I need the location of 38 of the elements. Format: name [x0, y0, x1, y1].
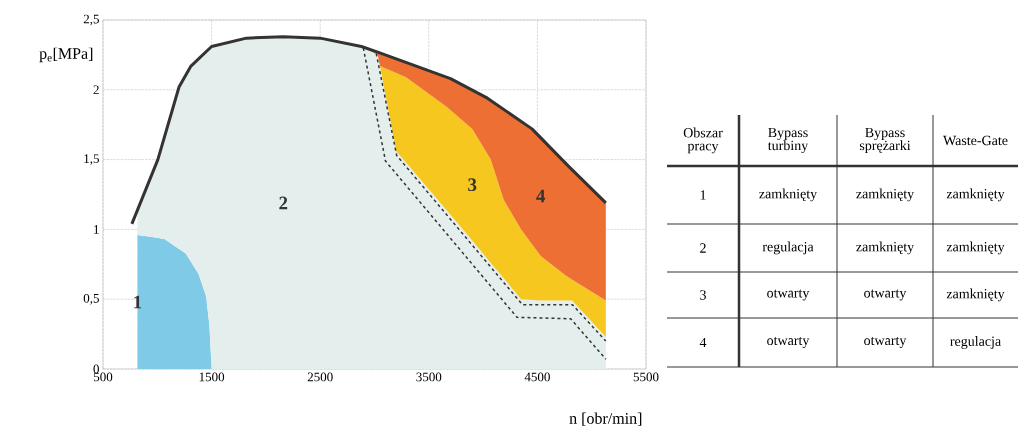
text: zamknięty: [946, 241, 1005, 255]
y-tick-label: 1,5: [84, 154, 99, 165]
y-tick-label: 2,5: [83, 14, 99, 26]
text: Bypass turbiny: [767, 127, 809, 154]
text: Bypass sprężarki: [859, 127, 911, 154]
text: Waste-Gate: [943, 135, 1008, 146]
text: zamknięty: [856, 241, 915, 255]
text: zamknięty: [856, 188, 915, 202]
x-tick-label: 1500: [199, 372, 225, 382]
text: zamknięty: [759, 188, 818, 202]
x-axis-title: n [obr/min]: [569, 412, 642, 426]
text: regulacja: [950, 336, 1001, 349]
text: zamknięty: [946, 288, 1005, 302]
y-tick-label: 2: [93, 85, 99, 95]
text: 3: [700, 290, 706, 300]
y-tick-label: 1: [94, 225, 99, 234]
x-tick-label: 2500: [307, 372, 333, 382]
text: otwarty: [767, 289, 810, 301]
y-tick-label: 0,5: [83, 293, 99, 305]
text: 1: [700, 190, 706, 200]
annotation: 2: [279, 196, 288, 210]
text: 4: [699, 337, 707, 348]
x-tick-label: 4500: [524, 372, 550, 382]
y-tick-label: 0: [93, 364, 99, 374]
x-tick-label: 500: [94, 372, 113, 382]
text: regulacja: [762, 241, 814, 255]
y-axis-title: p$_{e}$[MPa]: [39, 47, 93, 63]
text: otwarty: [864, 289, 907, 301]
annotation: 1: [134, 295, 142, 309]
x-tick-label: 5500: [633, 372, 659, 382]
text: otwarty: [767, 337, 810, 348]
x-tick-label: 3500: [416, 372, 442, 382]
annotation: 3: [468, 178, 477, 192]
text: 2: [700, 243, 706, 253]
text: otwarty: [864, 337, 907, 348]
text: Obszar pracy: [683, 127, 723, 154]
annotation: 4: [536, 189, 546, 203]
text: zamknięty: [946, 188, 1005, 202]
